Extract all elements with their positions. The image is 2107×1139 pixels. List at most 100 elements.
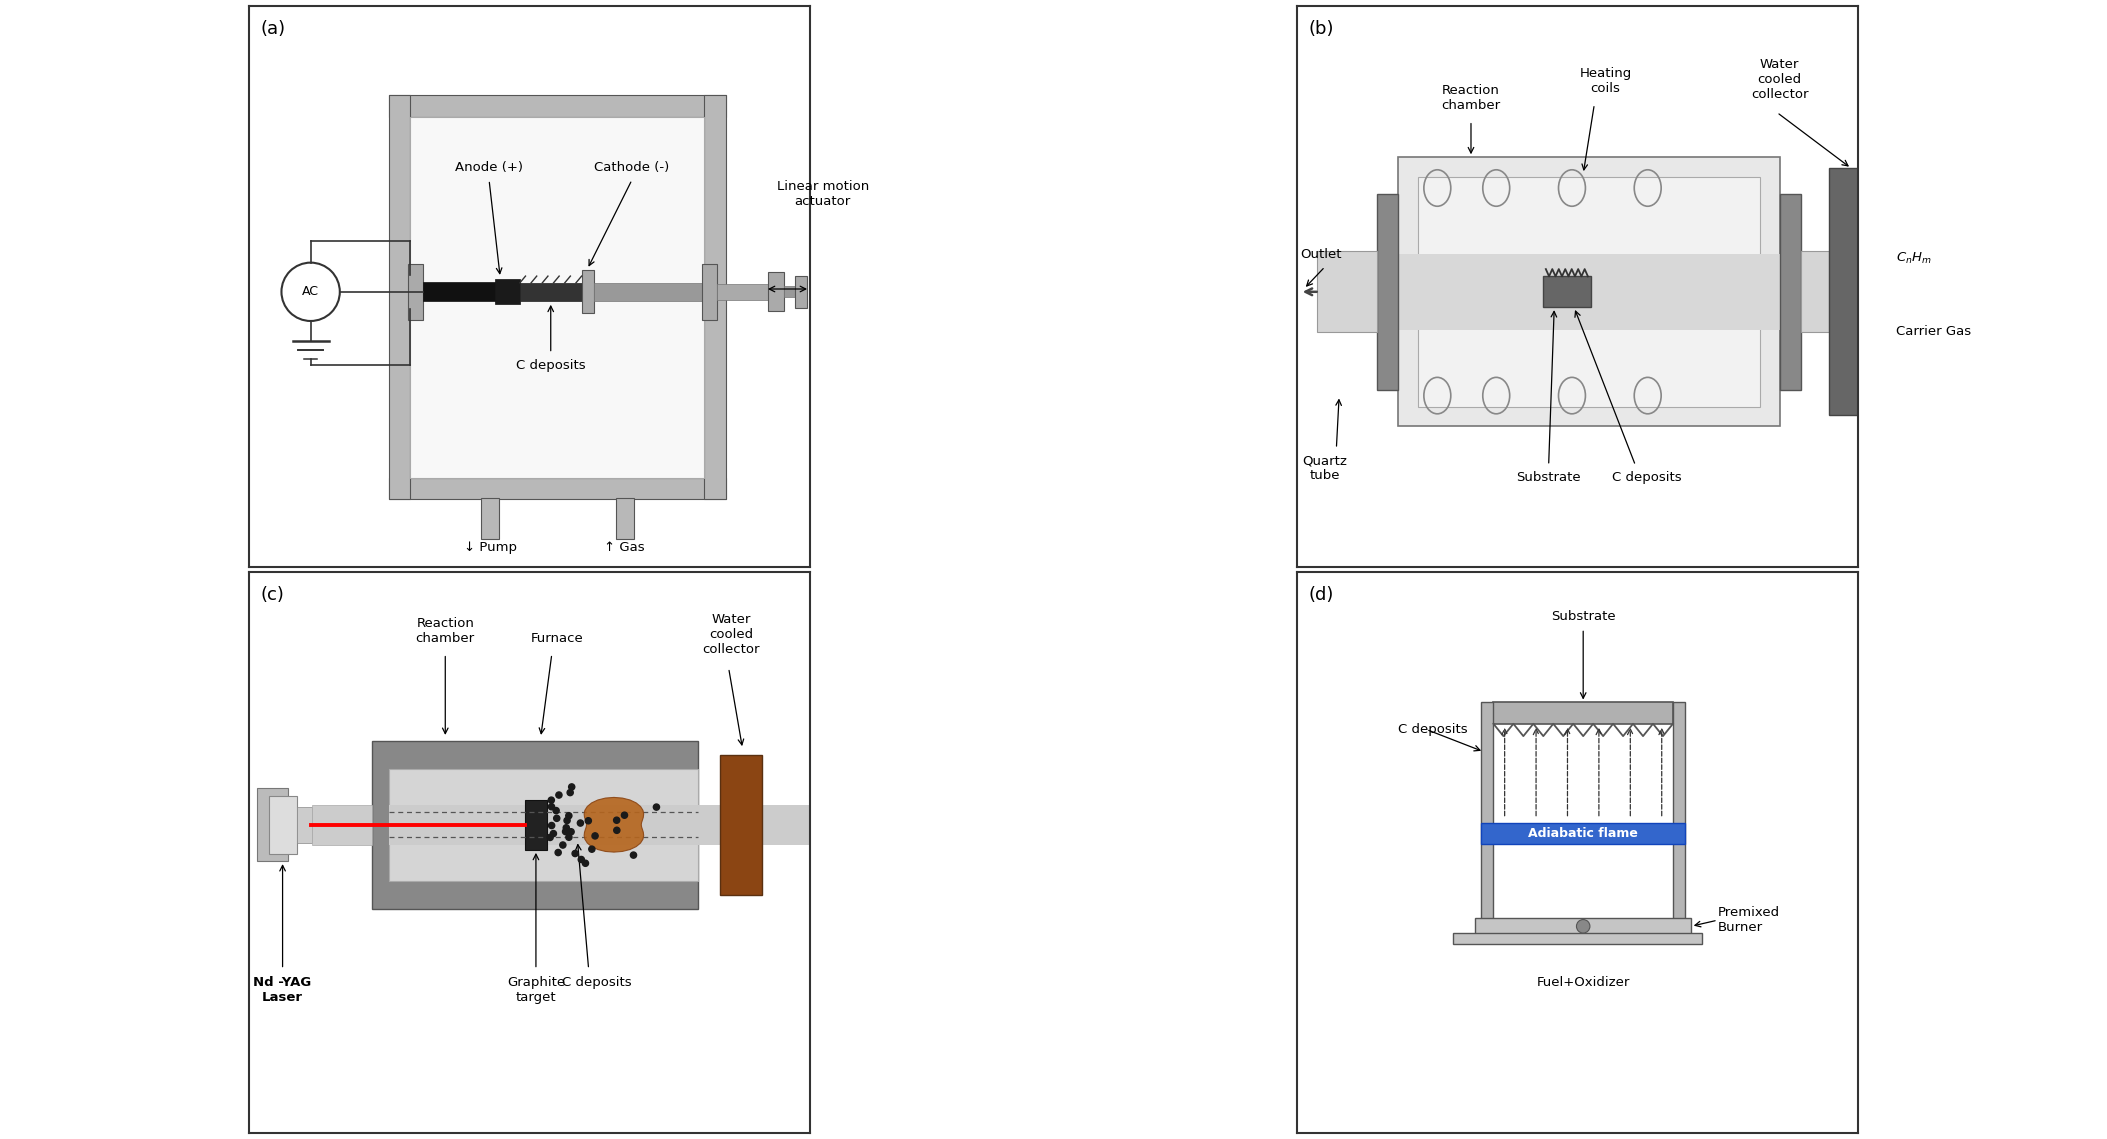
- Text: ↓ Pump: ↓ Pump: [464, 541, 516, 555]
- Text: Carrier Gas: Carrier Gas: [1896, 325, 1972, 337]
- FancyBboxPatch shape: [721, 755, 763, 895]
- Circle shape: [556, 792, 563, 798]
- FancyBboxPatch shape: [1399, 254, 1848, 329]
- Circle shape: [622, 812, 628, 818]
- Circle shape: [582, 860, 588, 867]
- Text: Substrate: Substrate: [1551, 609, 1616, 623]
- FancyBboxPatch shape: [1801, 252, 1829, 333]
- Text: Water
cooled
collector: Water cooled collector: [1751, 58, 1808, 101]
- FancyBboxPatch shape: [1481, 703, 1494, 920]
- FancyBboxPatch shape: [390, 769, 697, 880]
- FancyBboxPatch shape: [704, 96, 725, 499]
- FancyBboxPatch shape: [390, 96, 725, 117]
- Circle shape: [563, 828, 569, 835]
- FancyBboxPatch shape: [495, 279, 520, 304]
- Circle shape: [565, 818, 571, 823]
- Text: Linear motion
actuator: Linear motion actuator: [777, 180, 868, 207]
- Text: Quartz
tube: Quartz tube: [1302, 454, 1348, 483]
- Text: (a): (a): [259, 19, 284, 38]
- Circle shape: [613, 827, 619, 834]
- Text: Reaction
chamber: Reaction chamber: [415, 617, 474, 645]
- Polygon shape: [584, 797, 643, 852]
- FancyBboxPatch shape: [582, 270, 594, 313]
- Text: Furnace: Furnace: [531, 632, 584, 645]
- FancyBboxPatch shape: [1317, 252, 1376, 333]
- FancyBboxPatch shape: [407, 264, 424, 320]
- Circle shape: [554, 850, 560, 855]
- FancyBboxPatch shape: [1475, 918, 1692, 934]
- Circle shape: [567, 812, 571, 819]
- FancyBboxPatch shape: [594, 282, 702, 301]
- Text: C deposits: C deposits: [563, 976, 632, 990]
- Circle shape: [592, 833, 598, 839]
- FancyBboxPatch shape: [390, 96, 411, 499]
- Text: Heating
coils: Heating coils: [1580, 67, 1631, 96]
- FancyBboxPatch shape: [1780, 194, 1801, 390]
- Text: Nd -YAG
Laser: Nd -YAG Laser: [253, 976, 312, 1005]
- Text: C deposits: C deposits: [1399, 723, 1469, 736]
- Circle shape: [630, 852, 636, 858]
- Circle shape: [560, 842, 567, 849]
- Circle shape: [563, 825, 569, 830]
- FancyBboxPatch shape: [1418, 177, 1759, 407]
- Circle shape: [653, 804, 659, 810]
- Text: Reaction
chamber: Reaction chamber: [1441, 84, 1500, 113]
- FancyBboxPatch shape: [525, 800, 546, 850]
- FancyBboxPatch shape: [257, 788, 289, 861]
- Circle shape: [571, 851, 577, 857]
- FancyBboxPatch shape: [297, 806, 312, 843]
- Circle shape: [613, 817, 619, 823]
- FancyBboxPatch shape: [268, 795, 297, 854]
- FancyBboxPatch shape: [1376, 194, 1399, 390]
- Circle shape: [548, 797, 554, 803]
- Text: Fuel+Oxidizer: Fuel+Oxidizer: [1536, 976, 1631, 990]
- Text: Graphite
target: Graphite target: [508, 976, 565, 1005]
- FancyBboxPatch shape: [1494, 703, 1673, 723]
- Text: Cathode (-): Cathode (-): [594, 161, 670, 174]
- Circle shape: [552, 808, 558, 813]
- Text: Outlet: Outlet: [1300, 248, 1342, 261]
- Text: Substrate: Substrate: [1517, 472, 1580, 484]
- FancyBboxPatch shape: [794, 276, 807, 308]
- FancyBboxPatch shape: [615, 498, 634, 539]
- FancyBboxPatch shape: [716, 284, 767, 300]
- FancyBboxPatch shape: [1829, 169, 1877, 416]
- FancyBboxPatch shape: [390, 804, 809, 845]
- FancyBboxPatch shape: [1454, 933, 1702, 944]
- Circle shape: [1576, 919, 1591, 933]
- Text: C deposits: C deposits: [516, 359, 586, 372]
- FancyBboxPatch shape: [312, 804, 373, 845]
- FancyBboxPatch shape: [424, 282, 495, 302]
- Text: Anode (+): Anode (+): [455, 161, 523, 174]
- Circle shape: [548, 835, 554, 841]
- Text: Premixed
Burner: Premixed Burner: [1717, 907, 1780, 934]
- Text: AC: AC: [301, 285, 318, 298]
- FancyBboxPatch shape: [390, 478, 725, 499]
- Circle shape: [577, 857, 584, 862]
- Circle shape: [577, 820, 584, 826]
- Circle shape: [588, 846, 594, 852]
- Text: (c): (c): [259, 587, 284, 605]
- Text: $C_nH_m$: $C_nH_m$: [1896, 251, 1932, 265]
- FancyBboxPatch shape: [784, 286, 794, 297]
- Circle shape: [567, 834, 571, 841]
- FancyBboxPatch shape: [520, 282, 582, 301]
- Text: Water
cooled
collector: Water cooled collector: [702, 614, 761, 656]
- Circle shape: [569, 829, 575, 835]
- FancyBboxPatch shape: [1399, 157, 1780, 426]
- Text: (d): (d): [1308, 587, 1334, 605]
- Circle shape: [567, 789, 573, 796]
- Circle shape: [282, 263, 339, 321]
- Circle shape: [548, 804, 554, 810]
- FancyBboxPatch shape: [411, 117, 704, 478]
- FancyBboxPatch shape: [1542, 277, 1591, 308]
- FancyBboxPatch shape: [702, 264, 716, 320]
- Circle shape: [550, 830, 556, 837]
- Text: (b): (b): [1308, 19, 1334, 38]
- FancyBboxPatch shape: [1481, 823, 1686, 844]
- Circle shape: [548, 822, 554, 828]
- Text: C deposits: C deposits: [1612, 472, 1681, 484]
- Text: ↑ Gas: ↑ Gas: [605, 541, 645, 555]
- Text: Adiabatic flame: Adiabatic flame: [1528, 827, 1637, 841]
- FancyBboxPatch shape: [480, 498, 499, 539]
